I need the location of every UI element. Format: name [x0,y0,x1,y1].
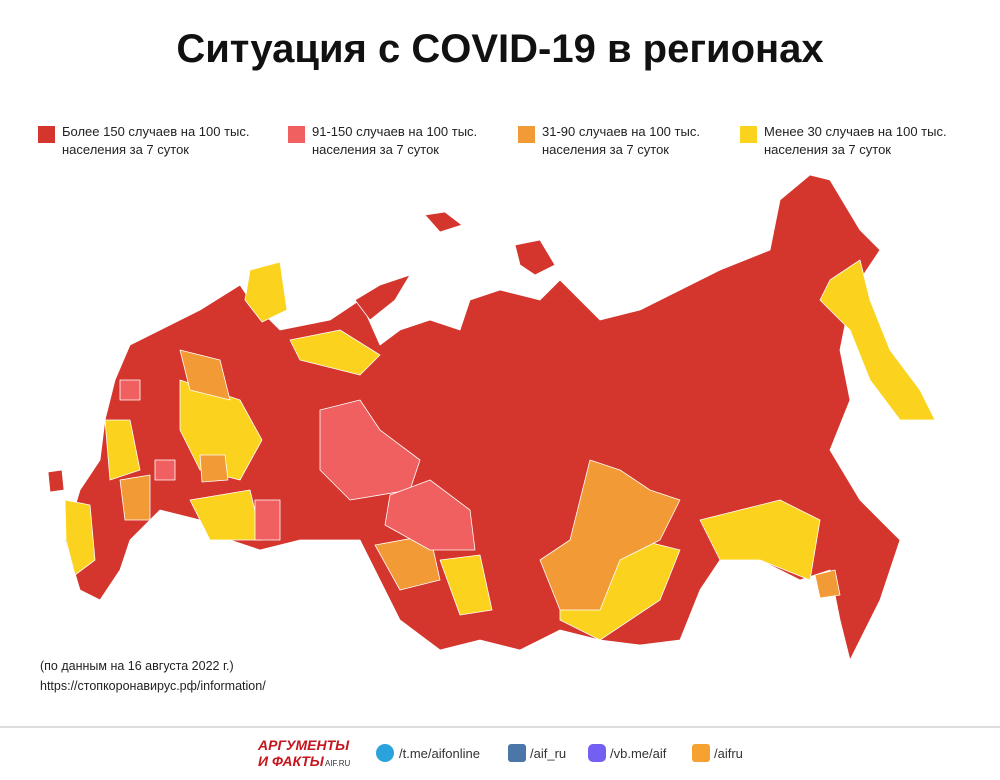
region [244,261,288,323]
region [439,554,493,616]
legend-swatch [38,126,55,143]
legend-label: населения за 7 суток [312,142,439,157]
region [424,211,463,233]
region [384,479,476,551]
legend: Более 150 случаев на 100 тыс. населения з… [38,124,947,157]
region [514,239,556,276]
region [814,569,841,599]
brand-line2: И ФАКТЫ [258,753,325,769]
region [154,459,176,481]
title: Ситуация с COVID-19 в регионах [176,27,823,71]
region [199,454,229,483]
region [104,419,141,481]
region [179,349,231,401]
legend-swatch [518,126,535,143]
viber-icon [588,744,606,762]
legend-label: населения за 7 суток [764,142,891,157]
region [289,329,381,376]
legend-label: населения за 7 суток [542,142,669,157]
brand-line1: АРГУМЕНТЫ [257,737,350,753]
region [354,274,411,321]
region [539,459,681,611]
region [254,499,281,541]
legend-label: населения за 7 суток [62,142,189,157]
region [699,499,821,581]
source-note: (по данным на 16 августа 2022 г.) [40,659,234,673]
source-url: https://стопкоронавирус.рф/information/ [40,679,266,693]
region [119,474,151,521]
telegram-icon [376,744,394,762]
map [47,174,936,661]
region [64,499,96,576]
footer-link[interactable]: /aifru [714,746,743,761]
footer-link[interactable]: /aif_ru [530,746,566,761]
ok-icon [692,744,710,762]
legend-label: Более 150 случаев на 100 тыс. [62,124,250,139]
region [319,399,421,501]
footer-link[interactable]: /vb.me/aif [610,746,667,761]
region [819,259,936,421]
legend-swatch [740,126,757,143]
legend-label: 31-90 случаев на 100 тыс. [542,124,700,139]
region [119,379,141,401]
legend-label: 91-150 случаев на 100 тыс. [312,124,477,139]
legend-label: Менее 30 случаев на 100 тыс. [764,124,947,139]
vk-icon [508,744,526,762]
region [47,469,65,493]
brand-site: AIF.RU [325,759,351,768]
footer-link[interactable]: /t.me/aifonline [399,746,480,761]
legend-swatch [288,126,305,143]
